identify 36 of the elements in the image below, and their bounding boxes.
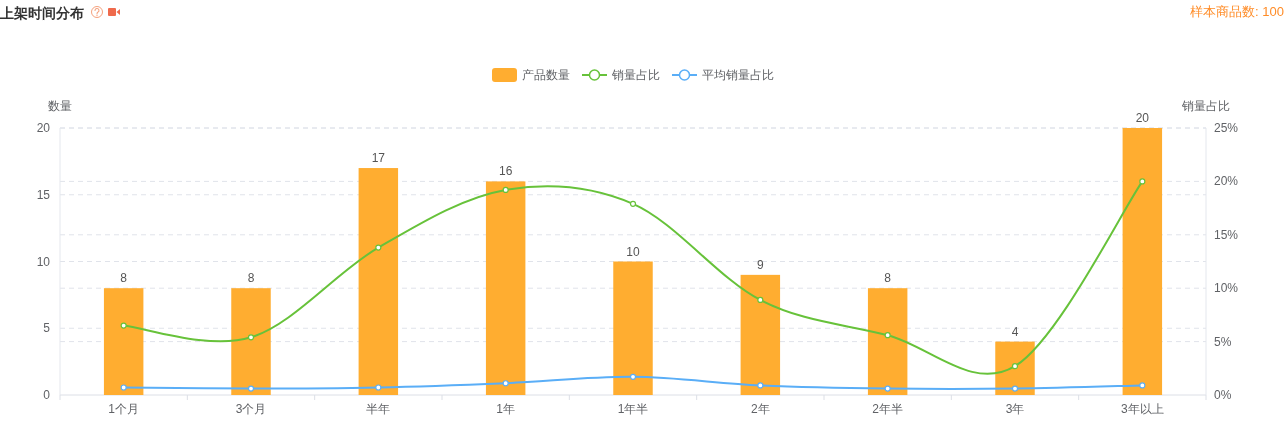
data-label: 16 xyxy=(498,164,513,179)
y-tick-label: 0 xyxy=(43,388,51,402)
text: 样本商品数: 100 xyxy=(1190,4,1284,19)
legend-label: 产品数量 xyxy=(522,68,570,82)
y-axis-title: 数量 xyxy=(48,99,72,113)
data-label: 4 xyxy=(1011,324,1019,339)
x-tick-label: 3年以上 xyxy=(1120,402,1164,416)
x-tick-label: 2年 xyxy=(750,402,770,416)
data-label: 20 xyxy=(1135,111,1150,125)
x-tick-label: 半年 xyxy=(366,402,391,416)
data-label: 8 xyxy=(120,271,128,286)
y2-tick-label: 5% xyxy=(1214,334,1232,349)
y-tick-label: 5 xyxy=(43,321,51,336)
legend-label: 平均销量占比 xyxy=(702,68,774,82)
chart-title: 上架时间分布 xyxy=(0,5,84,21)
y2-tick-label: 15% xyxy=(1214,227,1239,242)
x-tick-label: 1年半 xyxy=(617,402,649,416)
y2-tick-label: 20% xyxy=(1214,174,1239,189)
y-tick-label: 10 xyxy=(36,254,51,269)
x-tick-label: 3年 xyxy=(1005,402,1025,416)
x-tick-label: 1年 xyxy=(496,402,516,416)
data-label: 8 xyxy=(247,271,255,286)
data-label: 17 xyxy=(371,151,386,166)
x-tick-label: 3个月 xyxy=(235,402,267,416)
y2-tick-label: 10% xyxy=(1214,281,1239,296)
y-tick-label: 15 xyxy=(36,187,51,202)
y2-tick-label: 0% xyxy=(1214,388,1232,402)
data-label: 10 xyxy=(626,244,640,259)
y2-axis-title: 销量占比 xyxy=(1181,99,1230,113)
data-label: 9 xyxy=(756,257,764,272)
y-tick-label: 20 xyxy=(36,121,51,135)
data-label: 8 xyxy=(884,271,892,286)
y2-tick-label: 25% xyxy=(1214,121,1239,135)
legend-label: 销量占比 xyxy=(611,68,660,82)
x-tick-label: 1个月 xyxy=(108,402,140,416)
x-tick-label: 2年半 xyxy=(872,402,904,416)
